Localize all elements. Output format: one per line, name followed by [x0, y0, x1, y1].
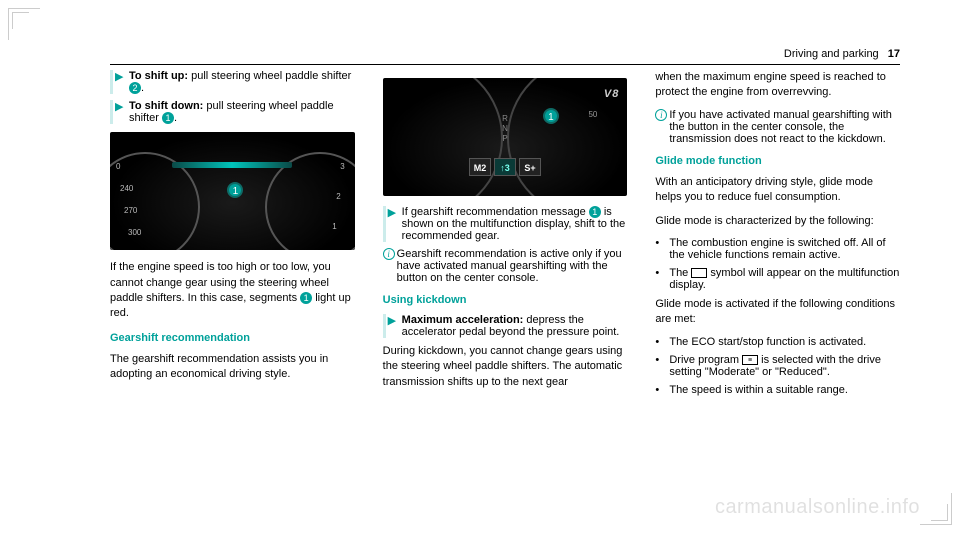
- glide-symbol-icon: [691, 268, 707, 278]
- ref-circle-1: 1: [589, 206, 601, 218]
- paragraph: If the engine speed is too high or too l…: [110, 260, 355, 322]
- info-icon: i: [655, 109, 669, 145]
- ref-circle-1: 1: [162, 112, 174, 124]
- list-text: The symbol will appear on the multifunct…: [669, 267, 900, 291]
- column-2: V8 50 R N P M2 ↑3 S+ 1 ▶ If gearshift re…: [383, 70, 628, 402]
- paragraph: Glide mode is characterized by the follo…: [655, 214, 900, 229]
- dashboard-image-1: 0 240 270 300 3 2 1 1: [110, 132, 355, 250]
- step-shift-down: ▶ To shift down: pull steering wheel pad…: [110, 100, 355, 124]
- gauge-left: [383, 78, 503, 196]
- step-bold: Maximum acceleration:: [402, 314, 524, 326]
- info-note: i If you have activated manual gearshift…: [655, 109, 900, 145]
- subhead-glide-mode: Glide mode function: [655, 155, 900, 167]
- info-note: i Gearshift recommendation is active onl…: [383, 248, 628, 284]
- gear-display: M2 ↑3 S+: [469, 158, 541, 176]
- rpm-bar: [172, 162, 292, 168]
- watermark: carmanualsonline.info: [715, 496, 920, 519]
- bullet-icon: [655, 384, 669, 396]
- list-item: Drive program ≡ is selected with the dri…: [655, 354, 900, 378]
- subhead-gearshift-recommendation: Gearshift recommendation: [110, 332, 355, 344]
- drive-program-icon: ≡: [742, 355, 758, 365]
- column-3: when the maximum engine speed is reached…: [655, 70, 900, 402]
- gauge-num: 50: [588, 110, 597, 119]
- image-callout-1: 1: [227, 182, 243, 198]
- accent-bar: [110, 70, 113, 94]
- list-text: The ECO start/stop function is activated…: [669, 336, 900, 348]
- gauge-num: 3: [340, 162, 344, 171]
- gear-seg: S+: [519, 158, 541, 176]
- gear-letters: R N P: [502, 114, 508, 144]
- v8-badge: V8: [604, 88, 619, 100]
- gauge-num: 300: [128, 228, 141, 237]
- step-max-accel: ▶ Maximum acceleration: depress the acce…: [383, 314, 628, 338]
- step-text: To shift up: pull steering wheel paddle …: [129, 70, 355, 94]
- corner-decoration-br: [920, 493, 952, 525]
- paragraph: when the maximum engine speed is reached…: [655, 70, 900, 101]
- list-text: The combustion engine is switched off. A…: [669, 237, 900, 261]
- paragraph: The gearshift recommendation assists you…: [110, 352, 355, 383]
- list-item: The ECO start/stop function is activated…: [655, 336, 900, 348]
- paragraph: Glide mode is activated if the following…: [655, 297, 900, 328]
- list-item: The symbol will appear on the multifunct…: [655, 267, 900, 291]
- dashboard-image-2: V8 50 R N P M2 ↑3 S+ 1: [383, 78, 628, 196]
- image-callout-1: 1: [543, 108, 559, 124]
- paragraph: With an anticipatory driving style, glid…: [655, 175, 900, 206]
- info-text: Gearshift recommendation is active only …: [397, 248, 628, 284]
- step-bold: To shift down:: [129, 100, 203, 112]
- ref-circle-1: 1: [300, 292, 312, 304]
- bullet-icon: [655, 267, 669, 291]
- bullet-icon: [655, 237, 669, 261]
- accent-bar: [383, 206, 386, 242]
- info-icon: i: [383, 248, 397, 284]
- gauge-num: 270: [124, 206, 137, 215]
- gauge-num: 1: [332, 222, 336, 231]
- gear-seg-recommended: ↑3: [494, 158, 516, 176]
- paragraph: During kickdown, you cannot change gears…: [383, 344, 628, 390]
- step-text: To shift down: pull steering wheel paddl…: [129, 100, 355, 124]
- step-shift-up: ▶ To shift up: pull steering wheel paddl…: [110, 70, 355, 94]
- gauge-num: 240: [120, 184, 133, 193]
- gear-seg: M2: [469, 158, 491, 176]
- ref-circle-2: 2: [129, 82, 141, 94]
- bullet-icon: [655, 336, 669, 348]
- step-marker-icon: ▶: [388, 206, 402, 242]
- page-content: ▶ To shift up: pull steering wheel paddl…: [0, 0, 960, 442]
- step-text: If gearshift recommendation message 1 is…: [402, 206, 628, 242]
- bullet-icon: [655, 354, 669, 378]
- step-marker-icon: ▶: [115, 70, 129, 94]
- step-gearshift-msg: ▶ If gearshift recommendation message 1 …: [383, 206, 628, 242]
- step-marker-icon: ▶: [388, 314, 402, 338]
- gauge-num: 2: [336, 192, 340, 201]
- accent-bar: [383, 314, 386, 338]
- accent-bar: [110, 100, 113, 124]
- list-item: The speed is within a suitable range.: [655, 384, 900, 396]
- list-text: The speed is within a suitable range.: [669, 384, 900, 396]
- step-text: Maximum acceleration: depress the accele…: [402, 314, 628, 338]
- gauge-num: 0: [116, 162, 120, 171]
- step-marker-icon: ▶: [115, 100, 129, 124]
- list-item: The combustion engine is switched off. A…: [655, 237, 900, 261]
- step-bold: To shift up:: [129, 70, 188, 82]
- column-1: ▶ To shift up: pull steering wheel paddl…: [110, 70, 355, 402]
- subhead-kickdown: Using kickdown: [383, 294, 628, 306]
- list-text: Drive program ≡ is selected with the dri…: [669, 354, 900, 378]
- info-text: If you have activated manual gearshiftin…: [669, 109, 900, 145]
